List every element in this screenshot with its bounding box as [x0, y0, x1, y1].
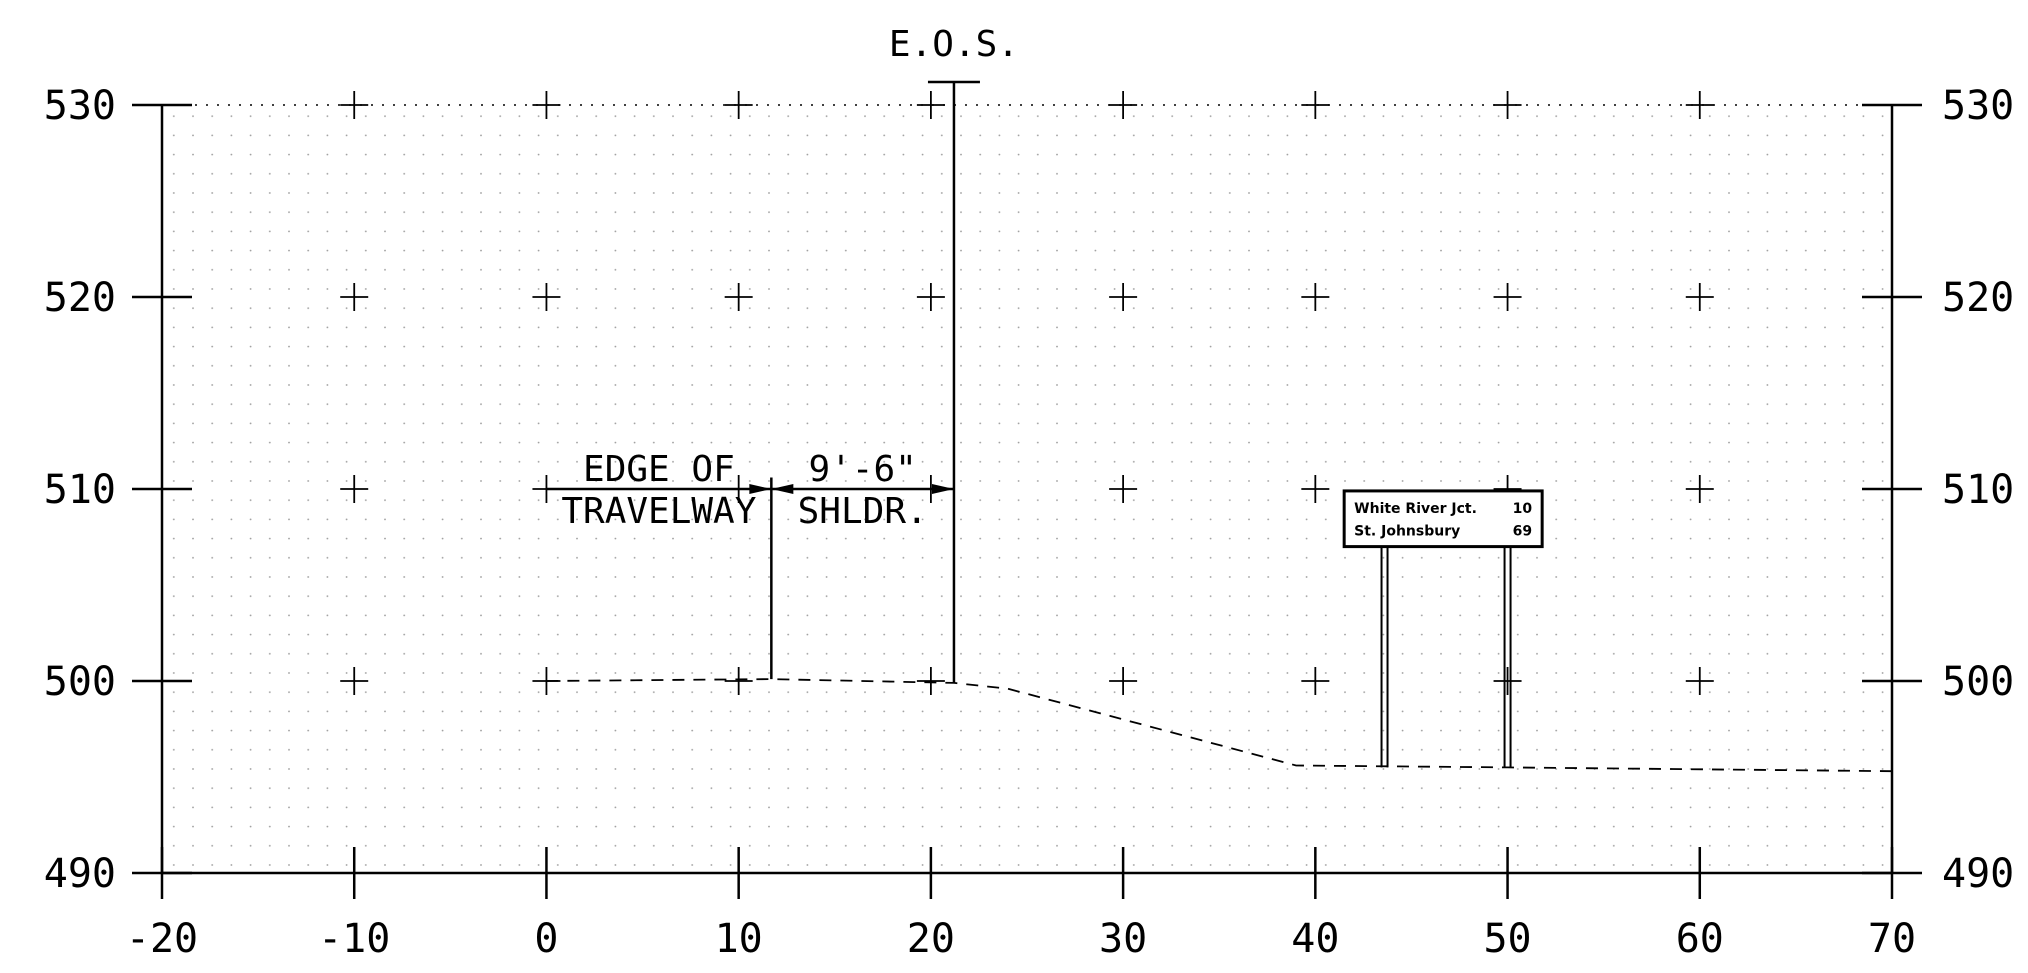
grid-cross [1301, 283, 1330, 311]
guide-sign: White River Jct. 10 St. Johnsbury 69 [1342, 489, 1544, 549]
sign-board [1342, 489, 1544, 549]
grid-cross [1301, 91, 1330, 119]
sign-distance-1: 10 [1513, 501, 1533, 517]
x-tick-labels: -20 -10 0 10 20 30 40 50 60 70 [126, 916, 1916, 962]
grid-cross [724, 91, 753, 119]
y-tick-label-right: 500 [1942, 659, 2014, 705]
grid-cross [1109, 91, 1138, 119]
shoulder-label: SHLDR. [798, 491, 928, 532]
grid-cross [916, 667, 945, 695]
grid-cross [1685, 283, 1714, 311]
grid-cross [724, 667, 753, 695]
y-tick-label-left: 490 [44, 851, 116, 897]
arrow-head [771, 484, 794, 494]
grid-cross [1685, 475, 1714, 503]
arrow-head [749, 484, 772, 494]
arrow-head [931, 484, 954, 494]
travelway-label: TRAVELWAY [561, 491, 756, 532]
x-tick-label: 40 [1291, 916, 1339, 962]
x-tick-label: 50 [1483, 916, 1531, 962]
grid-cross [340, 91, 369, 119]
x-tick-label: 70 [1868, 916, 1916, 962]
y-tick-label-left: 520 [44, 275, 116, 321]
x-tick-label: 10 [715, 916, 763, 962]
grid-cross [916, 283, 945, 311]
grid-cross [1493, 667, 1522, 695]
y-tick-label-left: 510 [44, 467, 116, 513]
grid-cross [1301, 475, 1330, 503]
grid-cross [1109, 667, 1138, 695]
grid-cross [1493, 283, 1522, 311]
grid-cross [1109, 475, 1138, 503]
ground-profile [546, 678, 1893, 773]
edge-of-label: EDGE OF [583, 449, 735, 490]
grid-cross [1493, 91, 1522, 119]
x-tick-label: -20 [126, 916, 198, 962]
y-tick-label-right: 490 [1942, 851, 2014, 897]
y-tick-label-right: 510 [1942, 467, 2014, 513]
grid-cross [532, 283, 561, 311]
shoulder-width-label: 9'-6" [808, 449, 916, 490]
eos-label: E.O.S. [889, 24, 1019, 65]
y-tick-label-right: 520 [1942, 275, 2014, 321]
x-tick-label: 20 [907, 916, 955, 962]
x-tick-label: -10 [318, 916, 390, 962]
dot-grid-background [162, 105, 1892, 873]
grid-cross [1301, 667, 1330, 695]
x-tick-label: 30 [1099, 916, 1147, 962]
grid-cross [340, 283, 369, 311]
sign-destination-2: St. Johnsbury [1354, 523, 1460, 539]
y-tick-label-left: 500 [44, 659, 116, 705]
grid-cross [532, 91, 561, 119]
grid-cross [1109, 283, 1138, 311]
sign-destination-1: White River Jct. [1354, 501, 1477, 517]
y-tick-label-left: 530 [44, 83, 116, 129]
grid-cross [724, 283, 753, 311]
x-tick-label: 0 [534, 916, 558, 962]
grid-cross [340, 667, 369, 695]
grid-cross [916, 91, 945, 119]
grid-cross [340, 475, 369, 503]
x-tick-label: 60 [1676, 916, 1724, 962]
sign-distance-2: 69 [1513, 523, 1532, 539]
y-tick-label-right: 530 [1942, 83, 2014, 129]
axes [132, 103, 1922, 899]
grid-cross [1685, 667, 1714, 695]
design-features [546, 80, 1893, 773]
y-tick-labels: 490 490 500 500 510 510 520 520 530 530 [44, 83, 2015, 897]
grid-cross [1685, 91, 1714, 119]
